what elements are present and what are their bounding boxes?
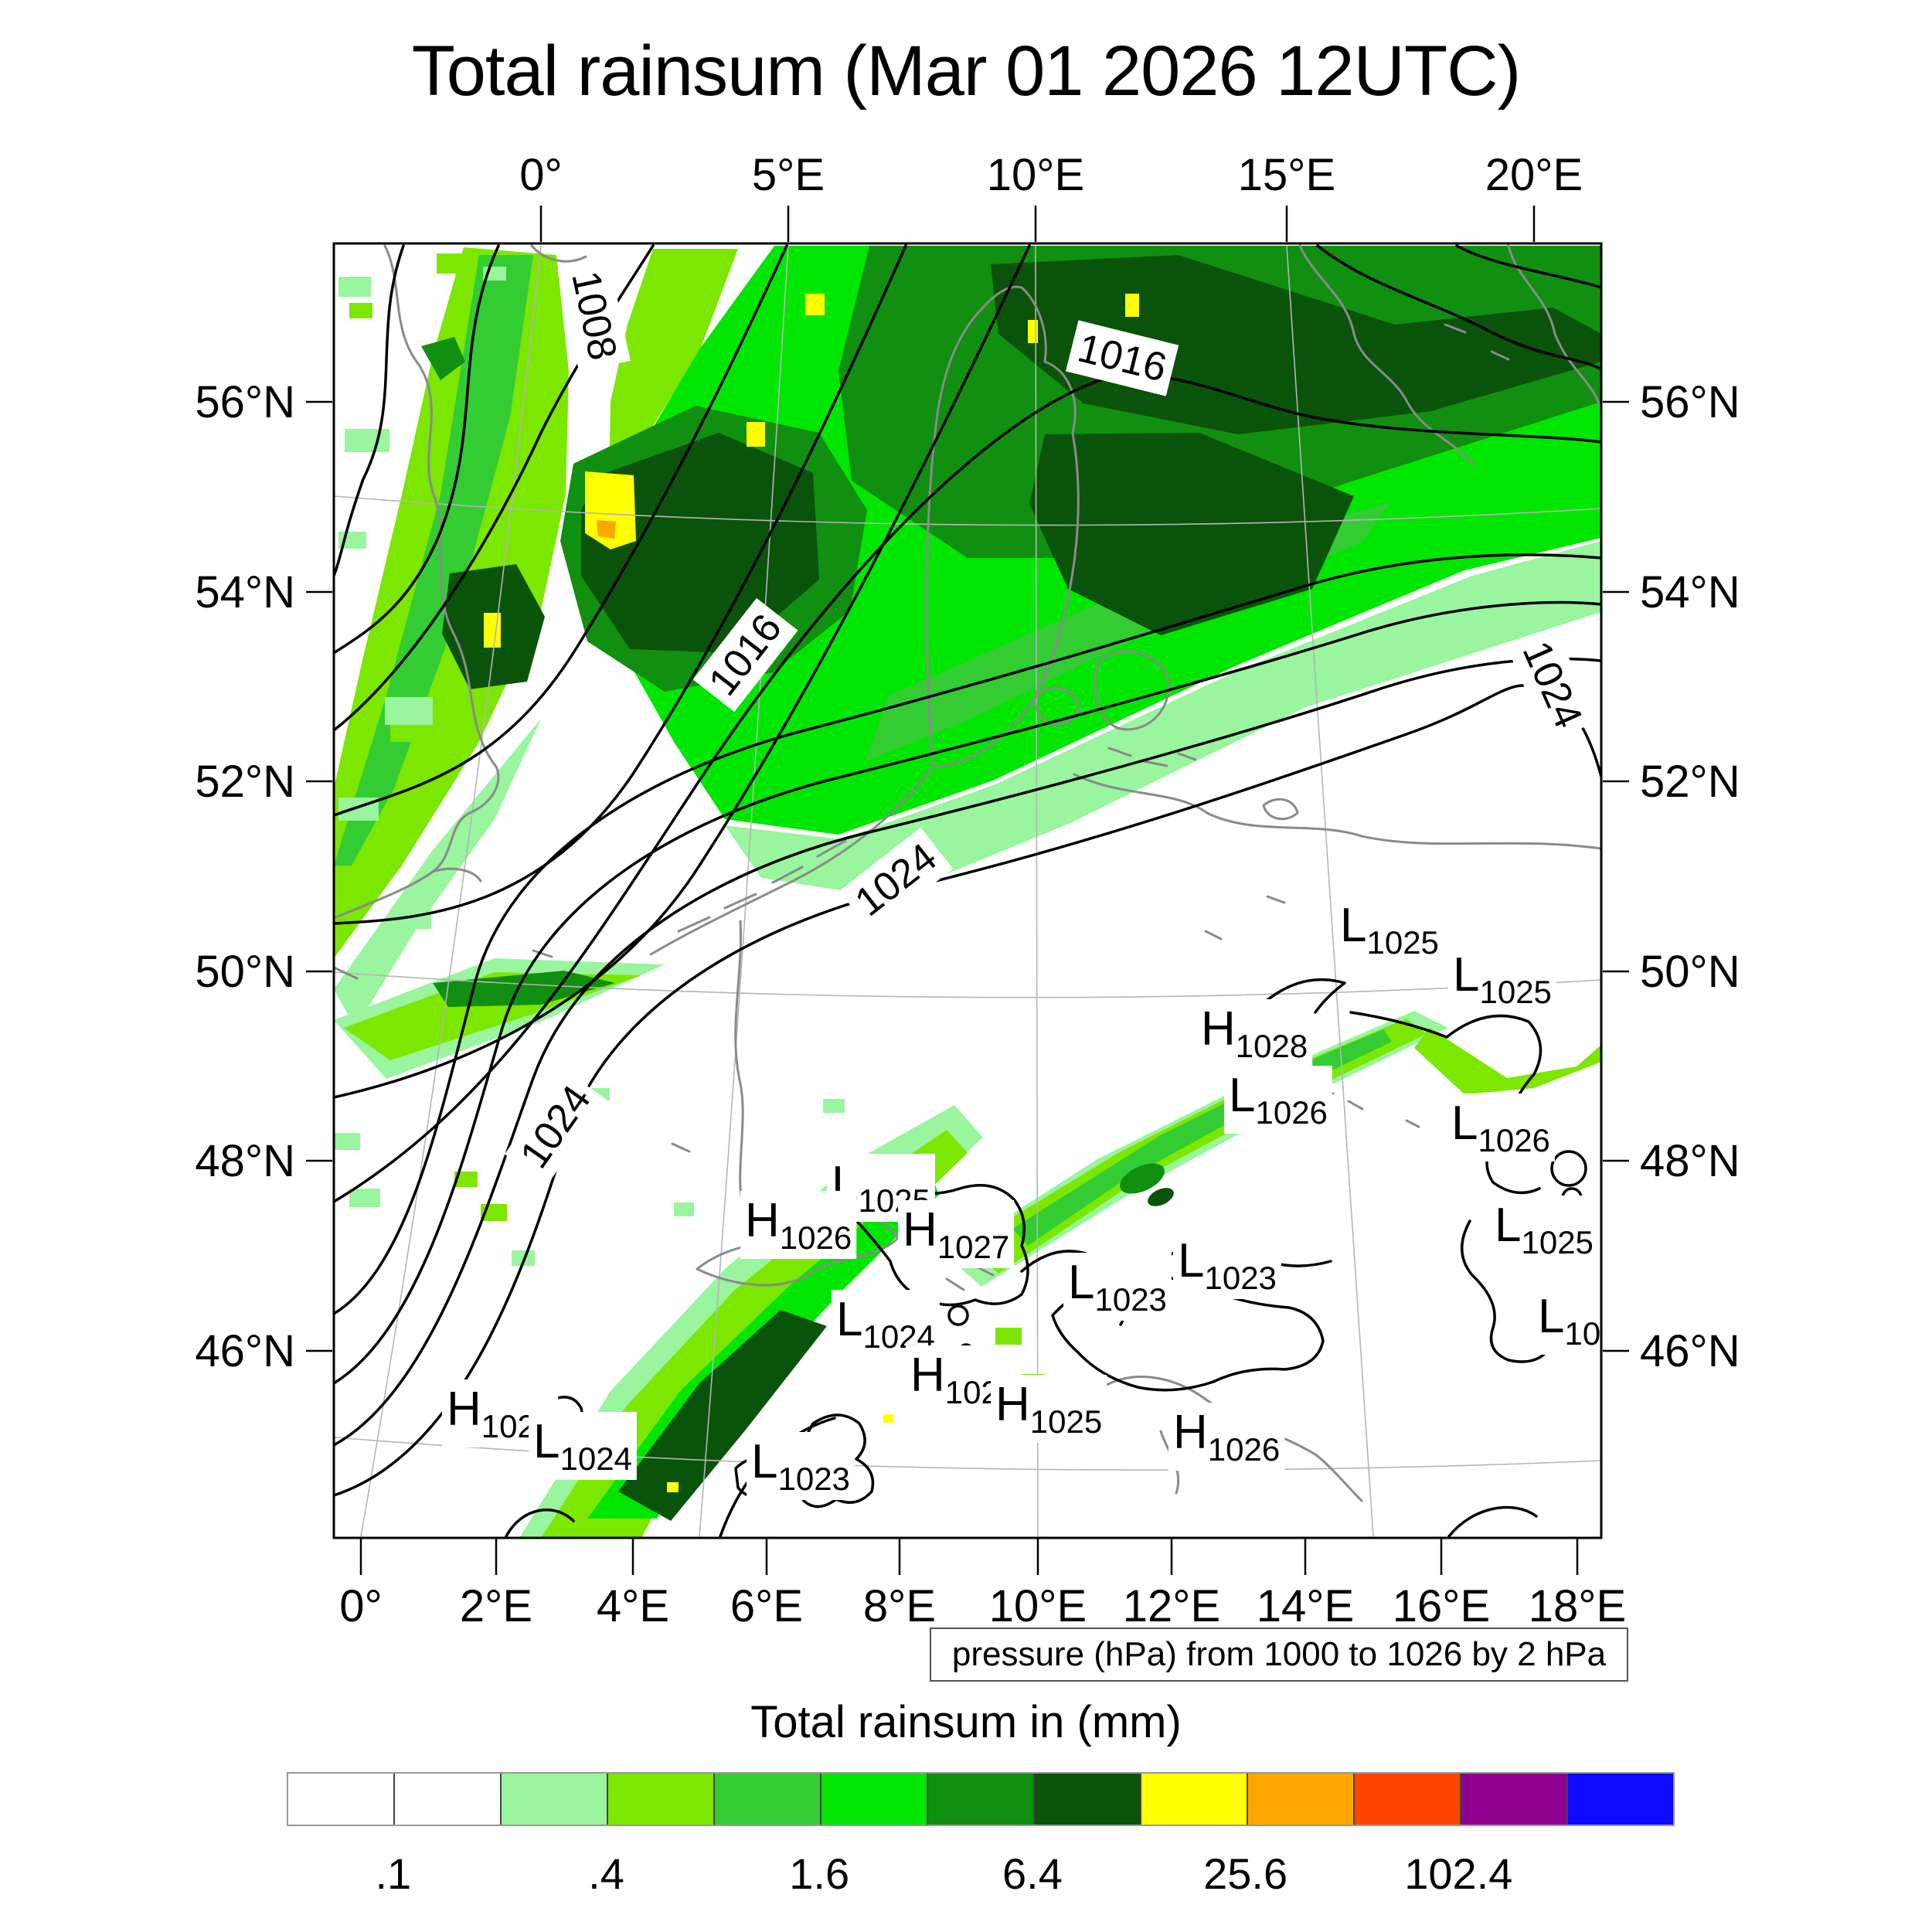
svg-text:L1024: L1024 (533, 1415, 632, 1477)
map-frame (332, 242, 1603, 1539)
colorbar-cell (502, 1774, 608, 1825)
axis-right: 56°N 54°N 52°N 50°N 48°N 46°N (1603, 377, 1740, 1376)
lon-label: 0° (339, 1581, 382, 1631)
svg-text:H1027: H1027 (903, 1203, 1009, 1265)
pressure-center-l1026: L1026 (1224, 1066, 1332, 1134)
lat-label: 52°N (195, 757, 295, 807)
isobar-label: 1024 (504, 1069, 607, 1185)
pressure-center-h1027: H1027 (898, 1200, 1015, 1268)
colorbar-cell (821, 1774, 928, 1825)
lon-label: 0° (519, 150, 562, 200)
lat-label: 56°N (1640, 377, 1740, 427)
pressure-note: pressure (hPa) from 1000 to 1026 by 2 hP… (930, 1628, 1628, 1682)
lat-label: 46°N (195, 1326, 295, 1376)
colorbar-label: .4 (588, 1849, 624, 1898)
lon-label: 10°E (989, 1581, 1087, 1631)
pressure-center-h1025: H1025 (991, 1375, 1107, 1443)
colorbar-cell (1035, 1774, 1141, 1825)
colorbar-cell (1248, 1774, 1355, 1825)
colorbar-cell (1141, 1774, 1248, 1825)
colorbar-label: 6.4 (1002, 1849, 1063, 1898)
lon-label: 12°E (1123, 1581, 1220, 1631)
lon-label: 5°E (752, 150, 825, 200)
colorbar (287, 1772, 1675, 1826)
lat-label: 50°N (195, 947, 295, 997)
lon-label: 8°E (863, 1581, 936, 1631)
pressure-center-l1025: L1025 (1490, 1196, 1598, 1264)
colorbar-label: .1 (375, 1849, 412, 1898)
lon-label: 6°E (730, 1581, 803, 1631)
svg-text:L1024: L1024 (836, 1293, 935, 1355)
lon-label: 10°E (987, 150, 1084, 200)
lon-label: 15°E (1238, 150, 1335, 200)
lat-label: 54°N (195, 567, 295, 617)
svg-text:L102: L102 (1538, 1290, 1619, 1352)
lat-label: 54°N (1640, 567, 1740, 617)
lat-label: 50°N (1640, 947, 1740, 997)
lon-label: 16°E (1393, 1581, 1490, 1631)
lat-label: 48°N (195, 1136, 295, 1186)
lon-label: 20°E (1485, 150, 1583, 200)
pressure-center-l1024: L1024 (832, 1290, 940, 1358)
colorbar-label: 1.6 (789, 1849, 850, 1898)
precipitation-field (334, 246, 1601, 1538)
colorbar-cell (1355, 1774, 1461, 1825)
pressure-center-l1024: L1024 (529, 1412, 637, 1480)
pressure-center-l1026: L1026 (1447, 1094, 1555, 1162)
colorbar-cell (608, 1774, 715, 1825)
colorbar-label: 102.4 (1404, 1849, 1513, 1898)
pressure-center-l1023: L1023 (1063, 1253, 1172, 1321)
lon-label: 2°E (460, 1581, 532, 1631)
pressure-center-l1023: L1023 (1173, 1231, 1281, 1299)
lon-label: 14°E (1257, 1581, 1354, 1631)
axis-bottom: 0° 2°E 4°E 6°E 8°E 10°E 12°E 14°E 16°E 18°E (339, 1539, 1626, 1631)
svg-text:L1025: L1025 (1453, 948, 1552, 1010)
svg-text:L1025: L1025 (1495, 1199, 1594, 1260)
svg-text:L1023: L1023 (1068, 1256, 1167, 1318)
colorbar-cell (1568, 1774, 1673, 1825)
pressure-center-h1026: H1026 (1168, 1403, 1285, 1471)
pressure-center-l1025: L1025 (1448, 945, 1556, 1013)
svg-text:L1026: L1026 (1451, 1097, 1550, 1158)
lon-label: 18°E (1529, 1581, 1626, 1631)
pressure-center-l1023: L1023 (747, 1432, 855, 1500)
coastlines (334, 244, 1601, 1502)
svg-text:H1028: H1028 (1201, 1002, 1308, 1064)
svg-text:L1026: L1026 (1229, 1069, 1328, 1131)
colorbar-cell (288, 1774, 395, 1825)
pressure-center-l1025: L1025 (1335, 896, 1444, 964)
axis-top: 0° 5°E 10°E 15°E 20°E (519, 150, 1583, 242)
colorbar-cell (715, 1774, 821, 1825)
lat-label: 52°N (1640, 757, 1740, 807)
svg-text:L1023: L1023 (1178, 1234, 1277, 1296)
pressure-center-l102: L102 (1533, 1287, 1619, 1355)
colorbar-cell (928, 1774, 1035, 1825)
lat-label: 48°N (1640, 1136, 1740, 1186)
graticule (334, 245, 1601, 1537)
lat-label: 56°N (195, 377, 295, 427)
svg-text:H1026: H1026 (745, 1194, 852, 1256)
colorbar-cell (1461, 1774, 1568, 1825)
colorbar-cell (395, 1774, 502, 1825)
lat-label: 46°N (1640, 1326, 1740, 1376)
page-title: Total rainsum (Mar 01 2026 12UTC) (411, 32, 1521, 111)
svg-text:1008: 1008 (563, 267, 625, 364)
pressure-center-h1028: H1028 (1196, 999, 1313, 1067)
svg-text:H1026: H1026 (1173, 1406, 1280, 1468)
svg-text:L1023: L1023 (751, 1435, 850, 1497)
svg-text:H1025: H1025 (995, 1378, 1102, 1440)
pressure-center-h1026: H1026 (740, 1191, 857, 1259)
colorbar-label: 25.6 (1203, 1849, 1288, 1898)
axis-left: 56°N 54°N 52°N 50°N 48°N 46°N (195, 377, 332, 1376)
legend-title: Total rainsum in (mm) (750, 1697, 1182, 1747)
lon-label: 4°E (597, 1581, 669, 1631)
isobar-label: 1008 (557, 260, 631, 372)
svg-text:L1025: L1025 (1340, 899, 1439, 961)
